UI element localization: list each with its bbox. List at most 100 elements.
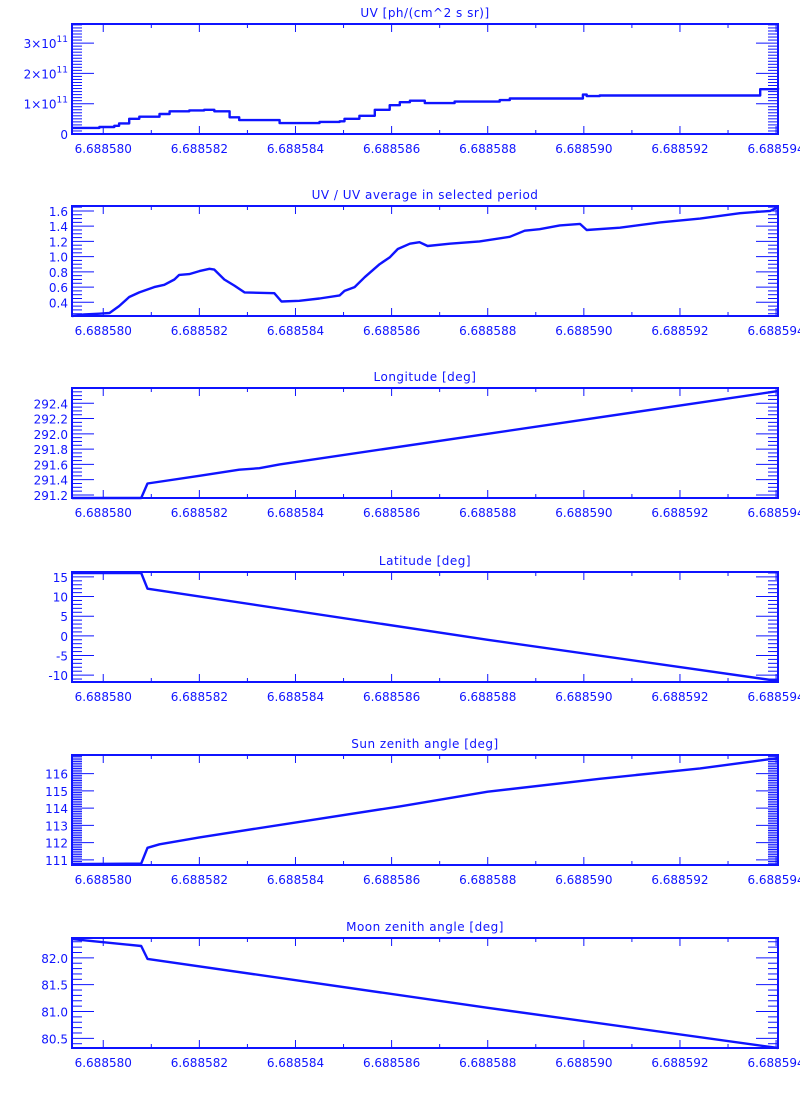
y-tick-label: 292.2 [34,413,68,427]
y-tick-label: 292.0 [34,428,68,442]
y-tick-label: 5 [60,610,68,624]
series-line [71,206,779,318]
y-tick-label: 0.4 [49,296,68,310]
series-line [72,87,780,130]
x-tick-label: 6.688584 [267,873,324,887]
x-tick-label: 6.688584 [267,324,324,338]
x-tick-label: 6.688586 [363,690,420,704]
x-tick-label: 6.688580 [75,142,132,156]
y-tick-label: 116 [45,768,68,782]
x-tick-label: 6.688580 [75,873,132,887]
x-tick-label: 6.688584 [267,1056,324,1070]
x-tick-label: 6.688588 [459,324,516,338]
y-tick-label: 0.8 [49,266,68,280]
x-tick-label: 6.688586 [363,873,420,887]
x-tick-label: 6.688590 [555,873,612,887]
x-tick-label: 6.688590 [555,142,612,156]
x-tick-label: 6.688592 [651,690,708,704]
x-tick-label: 6.688590 [555,506,612,520]
y-tick-label: 1.2 [49,235,68,249]
y-tick-label: 15 [53,571,68,585]
chart-panel-5: Sun zenith angle [deg] 6.688580 6.688582 6.… [45,737,800,887]
series-line [71,937,779,1050]
x-tick-label: 6.688594 [747,873,800,887]
y-tick-label: 1.0 [49,251,68,265]
x-tick-label: 6.688590 [555,324,612,338]
x-tick-label: 6.688594 [747,142,800,156]
x-tick-label: 6.688588 [459,142,516,156]
x-tick-label: 6.688592 [651,142,708,156]
panel-title: UV / UV average in selected period [312,188,539,202]
panel-title: UV [ph/(cm^2 s sr)] [360,6,489,20]
y-tick-label: 2×1011 [24,65,68,81]
plot-frame [71,23,779,135]
x-tick-label: 6.688582 [171,142,228,156]
y-tick-label: 81.0 [41,1006,68,1020]
panel-title: Latitude [deg] [379,554,471,568]
x-tick-label: 6.688592 [651,324,708,338]
y-tick-label: 0 [60,128,68,142]
x-tick-label: 6.688588 [459,506,516,520]
x-tick-label: 6.688582 [171,690,228,704]
x-tick-label: 6.688586 [363,1056,420,1070]
y-tick-label: 291.6 [34,458,68,472]
y-tick-label: 81.5 [41,979,68,993]
plot-frame [71,937,779,1049]
y-tick-label: 113 [45,819,68,833]
chart-panel-1: UV [ph/(cm^2 s sr)] 6.688580 6.688582 6.688… [24,6,800,156]
x-tick-label: 6.688580 [75,324,132,338]
x-tick-label: 6.688588 [459,873,516,887]
x-tick-label: 6.688580 [75,1056,132,1070]
x-tick-label: 6.688580 [75,690,132,704]
plot-frame [71,571,779,683]
y-tick-label: 291.2 [34,489,68,503]
x-tick-label: 6.688586 [363,142,420,156]
y-tick-label: 82.0 [41,952,68,966]
chart-panel-3: Longitude [deg] 6.688580 6.688582 6.688584 6… [34,370,800,520]
x-tick-label: 6.688584 [267,506,324,520]
panel-title: Sun zenith angle [deg] [351,737,498,751]
series-line [71,756,779,866]
y-tick-label: 111 [45,854,68,868]
x-tick-label: 6.688594 [747,324,800,338]
y-tick-label: 291.8 [34,443,68,457]
y-tick-label: 3×1011 [24,35,68,51]
plot-frame [71,205,779,317]
panel-title: Longitude [deg] [374,370,477,384]
series-line [72,389,779,500]
x-tick-label: 6.688588 [459,690,516,704]
y-tick-label: 114 [45,802,68,816]
x-tick-label: 6.688584 [267,142,324,156]
x-tick-label: 6.688582 [171,873,228,887]
panel-title: Moon zenith angle [deg] [346,920,504,934]
y-tick-label: 0.6 [49,281,68,295]
y-tick-label: 80.5 [41,1032,68,1046]
y-tick-label: 1.4 [49,220,68,234]
y-tick-label: 112 [45,837,68,851]
chart-panel-4: Latitude [deg] 6.688580 6.688582 6.688584 6.… [48,554,800,704]
x-tick-label: 6.688586 [363,324,420,338]
x-tick-label: 6.688582 [171,506,228,520]
y-tick-label: 115 [45,785,68,799]
y-tick-label: -5 [56,649,68,663]
y-tick-label: 10 [53,591,68,605]
x-tick-label: 6.688594 [747,506,800,520]
y-tick-label: -10 [48,669,68,683]
x-tick-label: 6.688580 [75,506,132,520]
y-tick-label: 292.4 [34,397,68,411]
x-tick-label: 6.688590 [555,1056,612,1070]
x-tick-label: 6.688594 [747,1056,800,1070]
x-tick-label: 6.688586 [363,506,420,520]
y-tick-label: 1.6 [49,205,68,219]
y-tick-label: 291.4 [34,474,68,488]
x-tick-label: 6.688582 [171,1056,228,1070]
plot-frame [71,387,779,499]
y-tick-label: 1×1011 [24,96,68,112]
series-line [72,571,779,683]
x-tick-label: 6.688582 [171,324,228,338]
y-tick-label: 0 [60,630,68,644]
x-tick-label: 6.688588 [459,1056,516,1070]
x-tick-label: 6.688590 [555,690,612,704]
x-tick-label: 6.688592 [651,1056,708,1070]
